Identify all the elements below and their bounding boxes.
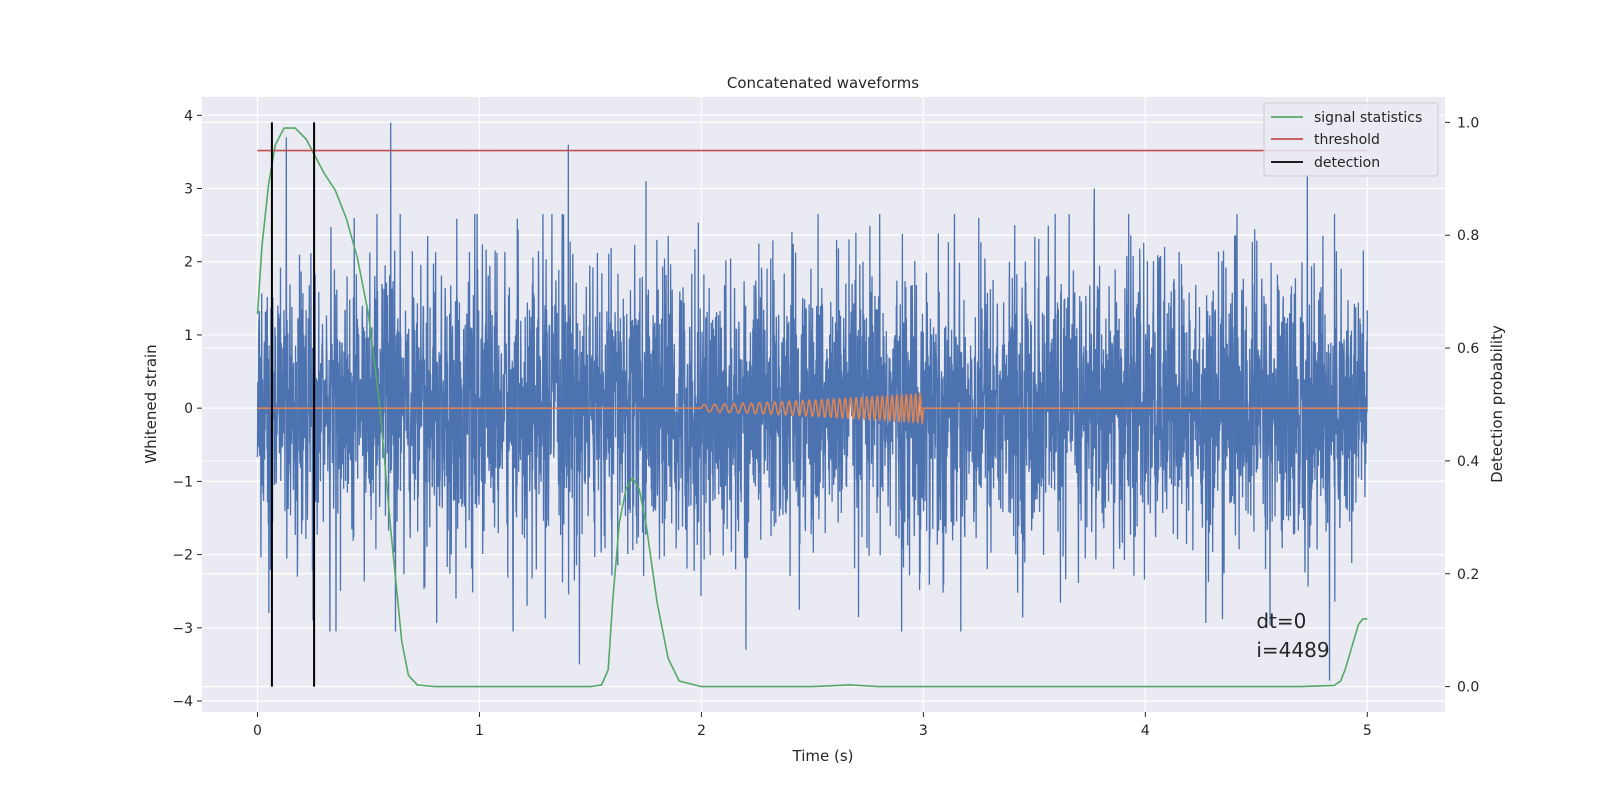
chirp-template-line [257, 391, 1368, 425]
x-tick-label: 1 [475, 723, 484, 739]
y-tick-label: 2 [184, 255, 193, 271]
x-tick-label: 4 [1141, 723, 1150, 739]
legend-box [1263, 102, 1439, 177]
y2-tick-label: 1.0 [1457, 115, 1479, 131]
y2-tick-label: 0.6 [1457, 341, 1479, 357]
y-tick-label: −4 [172, 694, 193, 710]
ticks-layer: 0 1 2 3 4 5 −4 −3 −2 −1 0 1 2 3 4 0.0 0.2 0.4 0.6 0.8 1.0 [172, 108, 1479, 739]
y2-tick-label: 0.8 [1457, 228, 1479, 244]
y-tick-label: −1 [172, 474, 193, 490]
x-tick-label: 0 [253, 723, 262, 739]
noise-strain-line [256, 122, 1368, 681]
y2-tick-label: 0.2 [1457, 567, 1479, 583]
y-tick-label: −3 [172, 621, 193, 637]
y-tick-label: 4 [184, 108, 193, 124]
x-tick-label: 3 [919, 723, 928, 739]
x-tick-label: 5 [1363, 723, 1372, 739]
y2-tick-label: 0.4 [1457, 454, 1479, 470]
x-tick-label: 2 [697, 723, 706, 739]
chart-title: Concatenated waveforms [727, 74, 919, 92]
legend: signal statistics threshold detection [1263, 102, 1439, 177]
x-axis-label: Time (s) [792, 747, 854, 765]
signal-statistics-line [256, 127, 1368, 688]
y-axis-label: Whitened strain [142, 344, 160, 463]
series-layer [202, 121, 1445, 688]
y-tick-label: 3 [184, 182, 193, 198]
y-tick-label: 0 [184, 401, 193, 417]
y-tick-label: −2 [172, 548, 193, 564]
annotation-dt: dt=0 [1256, 609, 1306, 633]
y2-tick-label: 0.0 [1457, 680, 1479, 696]
legend-label-signal-statistics: signal statistics [1314, 110, 1422, 126]
annotation-index: i=4489 [1256, 638, 1329, 662]
legend-label-threshold: threshold [1314, 132, 1380, 148]
legend-label-detection: detection [1314, 155, 1380, 171]
y-tick-label: 1 [184, 328, 193, 344]
y2-axis-label: Detection probability [1488, 325, 1506, 483]
